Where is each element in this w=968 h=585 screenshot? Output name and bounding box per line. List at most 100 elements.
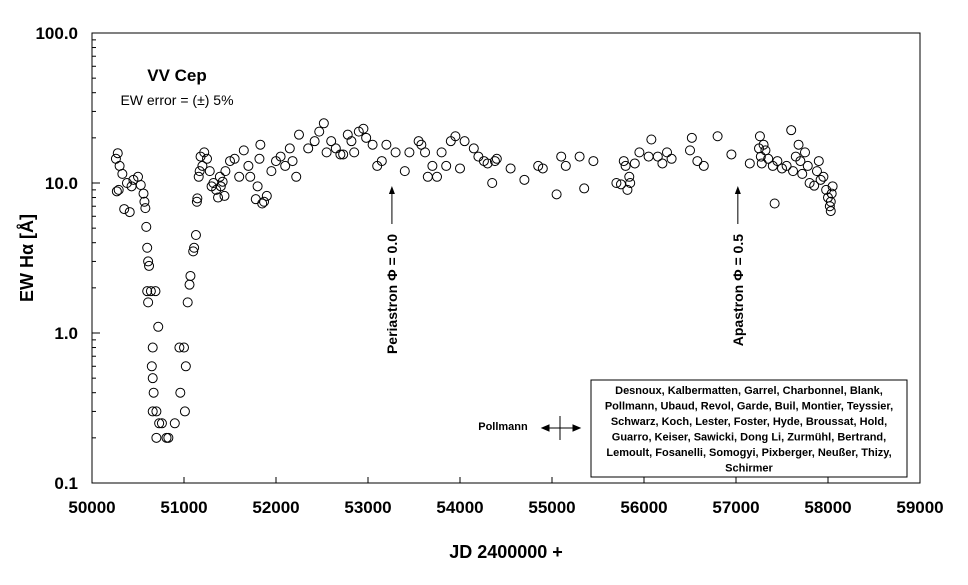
y-axis-label: EW Hα [Å] — [17, 214, 37, 302]
data-point — [142, 286, 153, 297]
data-point — [219, 190, 230, 201]
data-point — [280, 160, 291, 171]
data-point — [450, 131, 461, 142]
data-point — [185, 270, 196, 281]
data-point — [813, 156, 824, 167]
data-point — [147, 342, 158, 353]
data-point — [214, 171, 225, 182]
data-point — [698, 160, 709, 171]
data-point — [756, 158, 767, 169]
data-point — [455, 163, 465, 174]
data-point — [326, 136, 337, 147]
data-point — [215, 181, 226, 192]
data-point — [119, 204, 130, 215]
data-point — [266, 166, 277, 177]
data-point — [148, 387, 159, 398]
data-point — [189, 242, 200, 253]
data-point — [489, 156, 500, 167]
data-point — [314, 126, 325, 137]
data-point — [815, 174, 826, 185]
y-tick-label: 0.1 — [54, 474, 78, 493]
data-point — [432, 171, 442, 182]
data-point — [620, 160, 631, 171]
data-point — [487, 178, 498, 188]
data-point — [179, 342, 189, 353]
data-point — [763, 153, 774, 164]
data-point — [346, 136, 357, 147]
data-point — [294, 129, 304, 140]
data-point — [726, 149, 737, 160]
data-point — [193, 171, 204, 182]
data-point — [441, 160, 452, 171]
data-point — [191, 196, 202, 207]
data-point — [175, 387, 186, 398]
observer-line: Desnoux, Kalbermatten, Garrel, Charbonne… — [615, 385, 883, 397]
x-tick-label: 59000 — [896, 498, 943, 517]
data-point — [349, 147, 360, 158]
data-point — [758, 139, 769, 150]
data-point — [537, 163, 548, 174]
data-point — [744, 158, 755, 169]
data-point — [291, 171, 302, 182]
data-point — [147, 406, 158, 417]
data-point — [335, 149, 346, 160]
data-point — [824, 201, 835, 212]
x-axis: 50000 51000 52000 53000 54000 55000 56000 57000… — [68, 477, 944, 517]
x-tick-label: 53000 — [344, 498, 391, 517]
data-point — [150, 286, 161, 297]
data-point — [686, 132, 697, 143]
x-tick-label: 55000 — [528, 498, 575, 517]
data-point — [618, 156, 629, 167]
legend: Pollmann Desnoux, Kalbermatten, Garrel, … — [478, 379, 908, 478]
data-point — [169, 418, 180, 429]
data-point — [321, 147, 332, 158]
data-point — [143, 297, 154, 308]
data-point — [197, 160, 208, 171]
arrow-head-icon — [388, 186, 395, 194]
arrow-head-icon — [734, 186, 741, 194]
x-tick-label: 54000 — [436, 498, 483, 517]
observer-line: Schirmer — [725, 463, 773, 475]
data-point — [361, 132, 372, 143]
data-point — [154, 418, 165, 429]
data-point — [255, 139, 266, 150]
data-point — [194, 166, 205, 177]
data-point — [556, 151, 567, 162]
data-point — [436, 147, 447, 158]
data-point — [797, 168, 808, 179]
data-point — [574, 151, 585, 162]
data-point — [772, 156, 783, 167]
data-point — [146, 361, 157, 372]
data-point — [769, 198, 780, 209]
observer-line: Pollmann, Ubaud, Revol, Garde, Buil, Mon… — [605, 401, 893, 413]
data-point — [318, 118, 329, 129]
data-point — [257, 198, 268, 209]
data-point — [225, 156, 235, 167]
data-point — [188, 246, 199, 257]
data-point — [826, 188, 837, 199]
x-tick-label: 57000 — [712, 498, 759, 517]
y-tick-label: 1.0 — [54, 324, 78, 343]
data-point — [821, 184, 832, 195]
pollmann-marker-icon — [540, 416, 582, 440]
data-point — [111, 186, 122, 197]
data-point — [802, 160, 813, 171]
data-point — [800, 147, 810, 158]
data-point — [140, 203, 151, 214]
data-point — [399, 166, 410, 177]
data-point — [112, 148, 123, 159]
data-point — [180, 361, 191, 372]
data-point — [786, 125, 797, 136]
data-point — [754, 131, 765, 142]
data-point — [124, 207, 135, 218]
data-point — [657, 158, 668, 169]
data-point — [712, 131, 723, 142]
data-point — [652, 151, 663, 162]
data-point — [261, 190, 272, 201]
data-point — [190, 230, 201, 241]
data-point — [795, 156, 806, 167]
data-point — [818, 171, 829, 182]
observer-box — [590, 379, 908, 478]
data-point — [560, 160, 571, 171]
